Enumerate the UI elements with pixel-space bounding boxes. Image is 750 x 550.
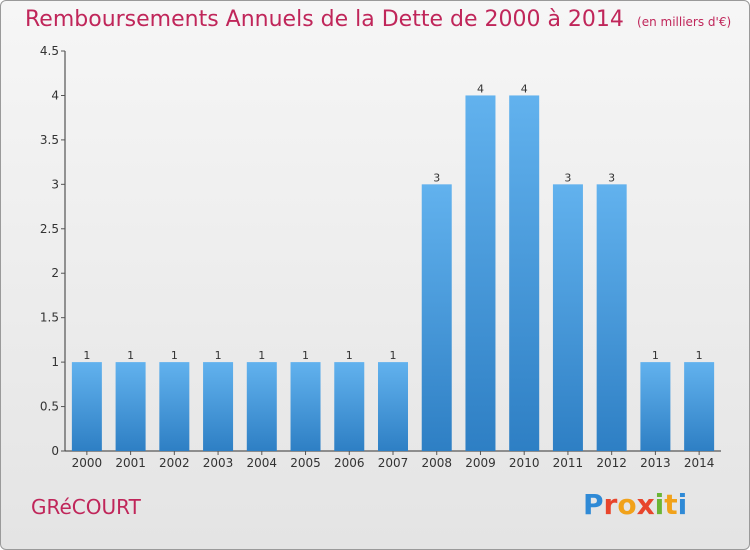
bar [71, 362, 102, 451]
bar-value-label: 3 [608, 171, 615, 184]
bar [596, 184, 627, 452]
y-tick-label: 0 [51, 444, 59, 458]
chart-title-text: Remboursements Annuels de la Dette de 20… [25, 7, 624, 32]
x-tick-label: 2006 [334, 456, 365, 470]
bar [509, 95, 540, 451]
bar-value-label: 1 [652, 349, 659, 362]
bar [203, 362, 234, 451]
y-tick-label: 0.5 [40, 400, 59, 414]
x-tick-label: 2005 [290, 456, 321, 470]
bar-value-label: 1 [696, 349, 703, 362]
x-tick-label: 2011 [553, 456, 584, 470]
bar [552, 184, 583, 452]
logo-letter: P [583, 488, 604, 521]
bar-value-label: 3 [433, 171, 440, 184]
x-tick-label: 2014 [684, 456, 715, 470]
y-tick-label: 4 [51, 88, 59, 102]
chart-title: Remboursements Annuels de la Dette de 20… [25, 7, 731, 32]
y-tick-label: 2.5 [40, 222, 59, 236]
y-tick-label: 1.5 [40, 311, 59, 325]
bar-value-label: 1 [258, 349, 265, 362]
bar-value-label: 4 [477, 82, 484, 95]
bar [640, 362, 671, 451]
bar-value-label: 1 [390, 349, 397, 362]
bar-value-label: 1 [171, 349, 178, 362]
y-tick-label: 4.5 [40, 44, 59, 58]
logo-letter: o [617, 488, 637, 521]
x-tick-label: 2007 [378, 456, 409, 470]
bar [421, 184, 452, 452]
x-tick-label: 2000 [72, 456, 103, 470]
x-tick-label: 2009 [465, 456, 496, 470]
x-tick-label: 2010 [509, 456, 540, 470]
x-tick-label: 2004 [247, 456, 278, 470]
bar [115, 362, 146, 451]
logo-letter: r [603, 488, 618, 521]
y-tick-label: 2 [51, 266, 59, 280]
bar-value-label: 1 [83, 349, 90, 362]
logo-letter: i [654, 488, 665, 521]
y-tick-label: 3.5 [40, 133, 59, 147]
logo-letter: x [636, 488, 655, 521]
x-tick-label: 2012 [596, 456, 627, 470]
x-tick-label: 2013 [640, 456, 671, 470]
bar-value-label: 4 [521, 82, 528, 95]
y-tick-label: 1 [51, 355, 59, 369]
bar-value-label: 1 [127, 349, 134, 362]
bar [465, 95, 496, 451]
x-tick-label: 2002 [159, 456, 190, 470]
bar [159, 362, 190, 451]
proxiti-logo: Proxiti [583, 488, 687, 521]
bar-value-label: 3 [564, 171, 571, 184]
y-tick-label: 3 [51, 177, 59, 191]
bar-value-label: 1 [346, 349, 353, 362]
x-tick-label: 2001 [115, 456, 146, 470]
bar [334, 362, 365, 451]
bar [378, 362, 408, 451]
bar [290, 362, 321, 451]
logo-letter: i [677, 488, 688, 521]
bar-value-label: 1 [215, 349, 222, 362]
x-tick-label: 2003 [203, 456, 234, 470]
bar [684, 362, 715, 451]
bar-value-label: 1 [302, 349, 309, 362]
x-tick-label: 2008 [421, 456, 452, 470]
logo-letter: t [664, 488, 678, 521]
chart-unit: (en milliers d'€) [637, 15, 732, 29]
bar [246, 362, 277, 451]
commune-name: GRéCOURT [31, 495, 141, 519]
